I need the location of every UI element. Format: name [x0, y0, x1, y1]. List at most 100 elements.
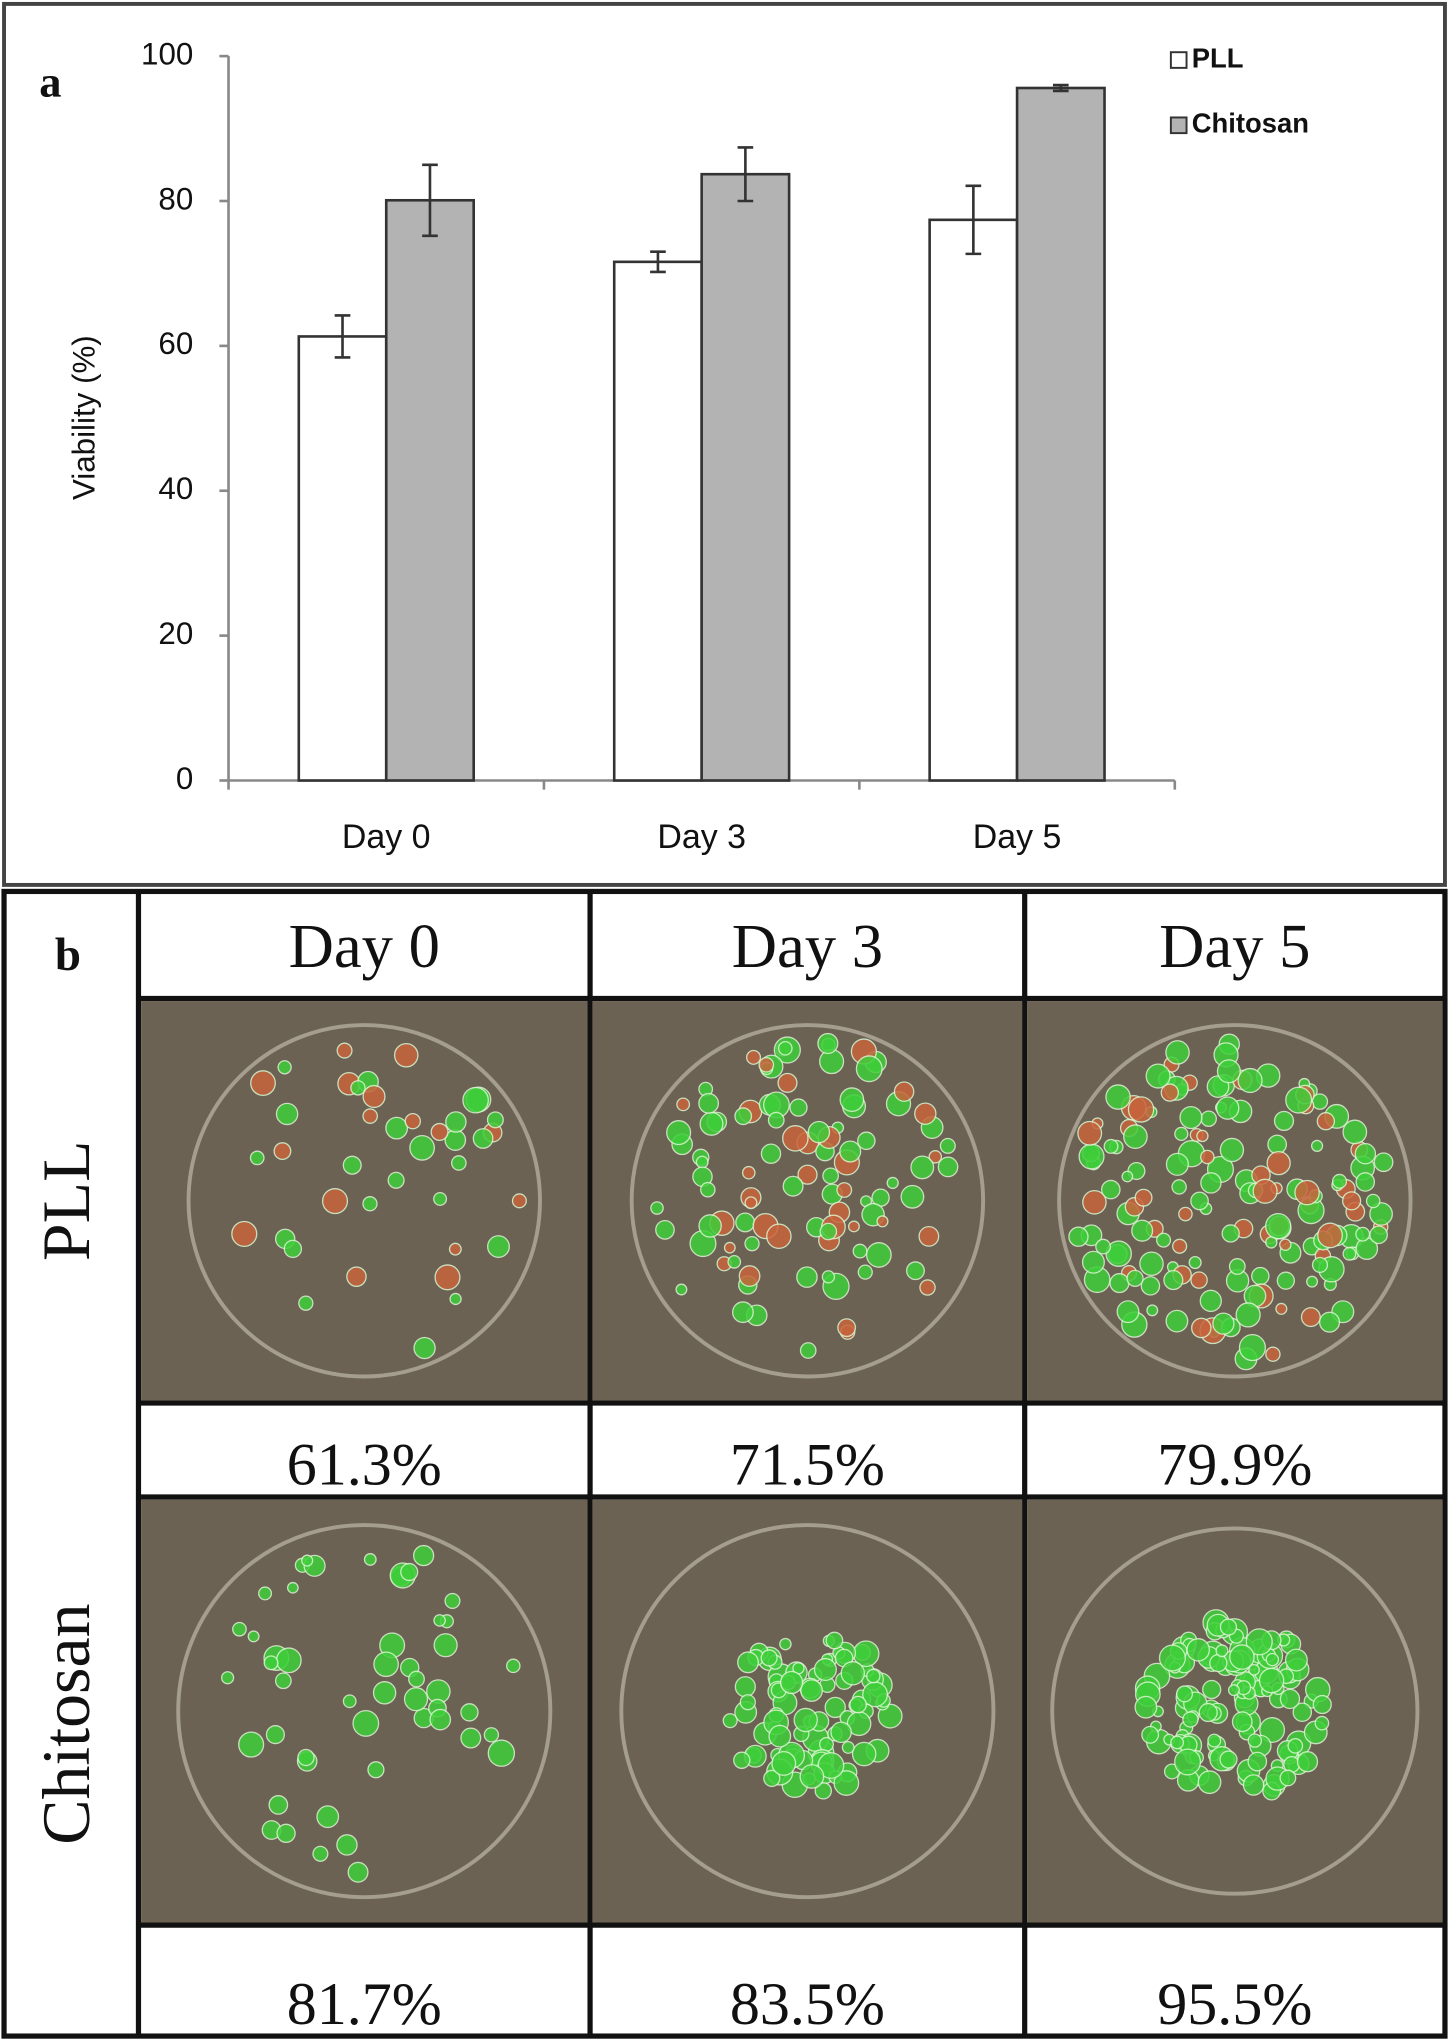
cell [1134, 1695, 1158, 1719]
error-bar [650, 250, 666, 274]
cell [1287, 1738, 1304, 1754]
cell [886, 1176, 899, 1190]
cell [247, 1630, 260, 1643]
cell [275, 1102, 299, 1126]
cell [695, 1155, 709, 1169]
cell [1174, 1126, 1189, 1142]
cell [937, 1156, 959, 1178]
bar [612, 260, 703, 782]
cell [449, 1292, 462, 1306]
row-label: Chitosan [29, 1603, 104, 1844]
cell [855, 1055, 883, 1083]
cell [1182, 1711, 1199, 1728]
cell [297, 1748, 315, 1767]
cell [1190, 1191, 1209, 1211]
cell [268, 1795, 289, 1815]
cell [1342, 1191, 1362, 1211]
cell [433, 1191, 448, 1206]
bar [1015, 86, 1106, 782]
cell [301, 1554, 314, 1567]
cell [1228, 1258, 1246, 1275]
cell [1127, 1096, 1155, 1123]
cell [698, 1214, 722, 1238]
cell [1199, 1289, 1222, 1313]
cell [700, 1181, 716, 1198]
cell [403, 1687, 429, 1712]
cell [1172, 1238, 1188, 1254]
cell [1174, 1748, 1202, 1776]
cell [744, 1196, 758, 1210]
cell [650, 1201, 664, 1215]
legend-swatch [1169, 116, 1188, 135]
cell [763, 1769, 781, 1788]
cell [1219, 1750, 1238, 1769]
cell [275, 1647, 302, 1674]
x-tick-label: Day 0 [342, 818, 431, 856]
cell [876, 1215, 889, 1228]
cell [1202, 1679, 1222, 1700]
cell [836, 1182, 853, 1198]
cell [1198, 1702, 1218, 1723]
cell [1191, 1317, 1212, 1339]
cell [813, 1657, 837, 1682]
cell [766, 1223, 792, 1250]
cell [758, 1056, 775, 1073]
cell [1160, 1083, 1179, 1102]
cell [451, 1155, 467, 1171]
cell [900, 1184, 925, 1209]
column-header: Day 5 [1159, 911, 1310, 981]
cell [698, 1092, 720, 1114]
cell [1139, 1251, 1164, 1277]
cell [249, 1150, 265, 1166]
cell [433, 1633, 458, 1658]
cell [460, 1703, 479, 1722]
error-bar [737, 146, 754, 203]
cell [796, 1266, 818, 1288]
cell [1369, 1225, 1388, 1245]
cell [675, 1283, 688, 1296]
cell [231, 1220, 258, 1248]
cell [1216, 1059, 1241, 1084]
cell [1294, 1179, 1320, 1206]
cell [372, 1681, 397, 1705]
cell [1105, 1084, 1131, 1110]
cell [258, 1586, 273, 1601]
cell [298, 1295, 314, 1311]
cell [1355, 1226, 1371, 1242]
cell [1342, 1246, 1357, 1261]
cell [1310, 1139, 1324, 1152]
y-tick-label: 60 [158, 326, 193, 361]
cell [771, 1751, 797, 1776]
cell [413, 1336, 436, 1360]
cell [238, 1731, 265, 1758]
cell [276, 1823, 296, 1844]
capsule-outline [186, 1023, 542, 1379]
cell [1219, 1137, 1245, 1163]
cell [511, 1193, 527, 1209]
cell [1266, 1150, 1291, 1176]
cell [1355, 1172, 1376, 1192]
cell [1165, 1309, 1189, 1333]
cell [1197, 1770, 1222, 1795]
cell [362, 1196, 378, 1212]
cell [814, 1782, 833, 1800]
cell [445, 1111, 467, 1133]
cell [1141, 1725, 1160, 1744]
capsule-outline [629, 1023, 986, 1379]
cell [1188, 1255, 1202, 1270]
cell [910, 1155, 935, 1180]
legend-label: Chitosan [1192, 108, 1309, 139]
bar [297, 335, 388, 782]
cell [1221, 1224, 1240, 1243]
cell [487, 1235, 510, 1259]
cell [1200, 1149, 1215, 1165]
cell [393, 1042, 419, 1068]
cell [1081, 1250, 1105, 1274]
y-tick-label: 0 [176, 761, 193, 796]
cell [857, 1131, 876, 1151]
error-bar [334, 314, 351, 359]
cell [779, 1670, 804, 1695]
cell [789, 1098, 808, 1117]
cell [722, 1713, 738, 1729]
